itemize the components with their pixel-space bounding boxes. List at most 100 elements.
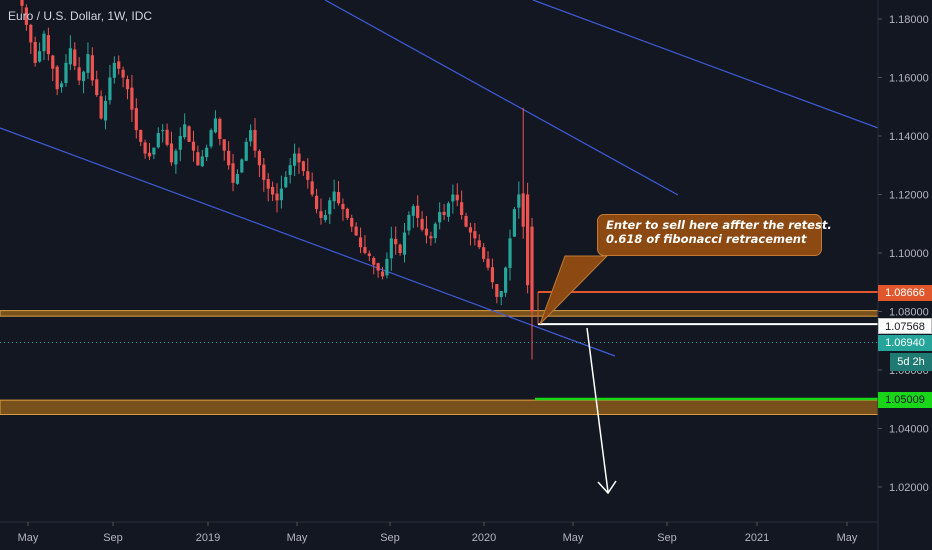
bar-countdown-tag: 5d 2h [890,353,932,371]
time-axis[interactable]: May Sep 2019 May Sep 2020 May Sep 2021 May [0,521,878,544]
candle-body [161,130,165,132]
candle-body [20,0,24,6]
candle-body [350,217,354,227]
candle-body [174,150,178,165]
candle-body [345,208,349,218]
candle-body [196,152,200,166]
candle-body [42,33,46,52]
candle-body [51,55,55,69]
candle-body [499,291,503,298]
price-tick-label: 1.10000 [889,248,929,260]
candle-body [68,48,72,65]
candle-body [139,129,143,142]
candle-body [297,153,301,163]
price-levels [0,291,878,401]
candle-body [59,83,64,88]
candle-body [402,232,407,255]
time-tick-label: May [18,532,39,544]
candle-body [380,271,385,277]
candle-body [477,240,481,248]
candle-body [468,227,473,233]
candle-body [103,100,108,121]
candle-body [358,237,363,248]
candle-body [46,35,50,55]
time-tick-label: May [563,532,584,544]
candle-body [473,231,477,239]
candle-body [314,195,319,210]
time-tick-label: Sep [380,532,400,544]
candle-body [446,203,451,217]
candle-body [55,66,59,90]
trade-annotation-callout[interactable]: Enter to sell here affter the retest. 0.… [597,214,832,256]
trendlines [0,0,879,357]
upper-channel-trendline[interactable] [324,0,679,196]
candle-body [178,136,182,150]
candle-body [328,200,332,215]
time-tick-label: 2021 [745,532,769,544]
candle-body [191,141,196,151]
candle-body [187,126,191,142]
candle-body [90,55,94,81]
candle-body [438,212,442,223]
price-axis[interactable]: 1.18000 1.16000 1.14000 1.12000 1.10000 1.080… [877,0,929,550]
candle-body [112,62,116,78]
candle-body [169,143,174,163]
candle-body [433,223,437,239]
support-zone [0,399,879,415]
candle-body [376,263,380,271]
time-tick-label: Sep [657,532,677,544]
candle-body [363,246,367,253]
candle-body [332,191,336,202]
candle-body [73,49,77,66]
candle-body [495,284,499,297]
last-price-tag: 1.06940 [878,335,932,351]
annotation-line-1: Enter to sell here affter the retest. [606,218,832,232]
time-tick-label: May [837,532,858,544]
resistance-zone [0,310,879,317]
candle-body [244,141,248,161]
candle-body [460,202,464,215]
candle-body [429,236,433,239]
candle-body [372,257,376,265]
candle-body [249,130,253,142]
candle-body [152,147,156,155]
candle-body [424,228,429,236]
candle-body [183,124,187,138]
time-tick-label: May [287,532,308,544]
projection-arrow[interactable] [586,327,617,495]
candle-body [125,79,130,90]
candle-body [271,186,275,195]
candle-body [504,267,508,293]
candle-body [508,238,512,268]
candle-body [336,192,341,204]
candle-body [222,139,226,151]
candle-body [306,171,310,180]
candlestick-series [20,0,534,360]
candle-body [64,62,68,84]
outer-channel-trendline[interactable] [532,0,879,129]
lower-channel-trendline[interactable] [0,127,616,357]
candle-body [323,214,327,220]
candle-body [143,142,147,154]
candle-body [108,77,112,101]
candle-body [205,147,209,158]
candle-body [517,194,521,208]
candle-body [117,61,121,69]
candle-body [490,267,495,283]
candle-body [29,24,33,43]
time-tick-label: 2020 [472,532,496,544]
candle-body [526,194,530,286]
candle-body [134,108,138,131]
candle-body [86,54,90,73]
candle-body [147,152,152,157]
candle-body [121,69,125,78]
candle-body [213,118,218,133]
stop-price-tag: 1.08666 [878,285,932,301]
candle-body [521,193,525,227]
candle-body [240,159,244,173]
candle-body [398,244,402,253]
candle-body [275,193,279,201]
entry-price-tag: 1.07568 [878,318,932,334]
candle-body [24,7,28,25]
